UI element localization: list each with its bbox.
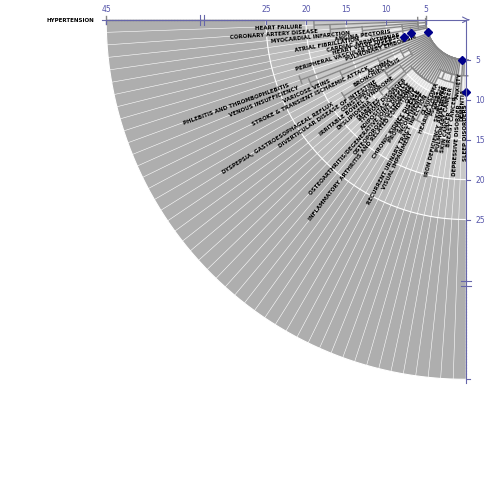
Text: 5: 5 [476,56,480,65]
Text: 10: 10 [476,96,485,105]
Text: VENOUS INSUFFICIENCY: VENOUS INSUFFICIENCY [229,85,300,118]
Text: SKIN CANCER: SKIN CANCER [440,110,452,152]
Text: CARDIAC ARRHYTHMIAS: CARDIAC ARRHYTHMIAS [326,32,400,53]
Text: HEART VALVE DISEASE: HEART VALVE DISEASE [332,35,400,56]
Text: OSTEOPOROSIS/OSTEOPENIA: OSTEOPOROSIS/OSTEOPENIA [352,83,414,155]
Text: VARICOSE VEINS: VARICOSE VEINS [283,78,332,104]
Polygon shape [346,21,466,140]
Text: GLAUCOMA: GLAUCOMA [422,82,440,116]
Text: 25: 25 [476,216,485,225]
Text: ADIPOSITAS/OBESITY: ADIPOSITAS/OBESITY [360,79,409,130]
Text: PSORIASIS: PSORIASIS [429,84,445,116]
Text: ATRIAL FIBRILLATION: ATRIAL FIBRILLATION [294,37,360,53]
Text: HEARING LOSS: HEARING LOSS [418,90,440,134]
Text: 10: 10 [381,5,390,14]
Polygon shape [306,21,466,180]
Text: DEMENTIA: DEMENTIA [460,88,466,120]
Text: BRONCHIECTASIS: BRONCHIECTASIS [352,57,401,87]
Text: PROSTATE DISEASE: PROSTATE DISEASE [388,90,424,144]
Text: 15: 15 [476,136,485,145]
Text: ANXIETY: ANXIETY [455,72,463,99]
Polygon shape [266,21,466,220]
Text: MYOCARDIAL INFARCTION: MYOCARDIAL INFARCTION [271,30,351,44]
Text: IRON DEFICIENCY ANAEMIA: IRON DEFICIENCY ANAEMIA [424,94,450,177]
Text: CORONARY ARTERY DISEASE: CORONARY ARTERY DISEASE [230,28,318,40]
Text: ECZEMA: ECZEMA [434,84,447,110]
Text: PHLEBITIS AND THROMBOPHLEBITIS: PHLEBITIS AND THROMBOPHLEBITIS [182,83,290,126]
Text: RECURRENT URINARY TRACT INFECTION: RECURRENT URINARY TRACT INFECTION [366,94,428,204]
Text: DIVERTICULAR DISEASE OF INTESTINE: DIVERTICULAR DISEASE OF INTESTINE [278,79,378,148]
Text: ASTHMA: ASTHMA [367,58,393,74]
Text: OSTEOARTHRITIS/DEGENERATIVE JOINT DISEASE: OSTEOARTHRITIS/DEGENERATIVE JOINT DISEAS… [308,81,412,195]
Text: 25: 25 [261,5,271,14]
Text: SKIN ULCER: SKIN ULCER [434,85,450,122]
Text: 5: 5 [424,5,428,14]
Text: 15: 15 [341,5,350,14]
Polygon shape [106,21,466,380]
Text: DYSPEPSIA, GASTROESOPHAGEAL REFLUX: DYSPEPSIA, GASTROESOPHAGEAL REFLUX [222,101,335,174]
Text: PERIPHERAL VASCULAR DISEASE: PERIPHERAL VASCULAR DISEASE [295,39,394,72]
Text: DIABETES: DIABETES [356,96,382,120]
Text: 20: 20 [476,176,485,185]
Text: DYSLIPIDEMIA: DYSLIPIDEMIA [336,98,372,130]
Text: PULMONARY CANCER: PULMONARY CANCER [436,86,454,152]
Text: DEPRESSIVE DISORDER: DEPRESSIVE DISORDER [452,104,462,176]
Text: ANGINA PECTORIS: ANGINA PECTORIS [334,29,391,42]
Text: BREAST CANCER: BREAST CANCER [446,96,458,146]
Text: VISUAL IMPAIRMENT: VISUAL IMPAIRMENT [382,131,414,190]
Text: THYROID DISORDER: THYROID DISORDER [360,77,407,123]
Text: IRRITABLE BOWEL SYNDROME: IRRITABLE BOWEL SYNDROME [318,75,395,136]
Text: STROKE & TRANSIENT ISCHAEMIC ATTACK: STROKE & TRANSIENT ISCHAEMIC ATTACK [251,66,370,127]
Text: CONSTIPATION: CONSTIPATION [340,82,380,113]
Text: CHRONIC KIDNEY DISEASE: CHRONIC KIDNEY DISEASE [372,89,421,159]
Polygon shape [386,21,466,100]
Text: SLEEP DISORDERS: SLEEP DISORDERS [463,105,468,161]
Text: 45: 45 [102,5,111,14]
Text: INFLAMMATORY ARTHRITIS AND RELATED CONDITIONS: INFLAMMATORY ARTHRITIS AND RELATED CONDI… [308,85,416,221]
Text: INCONTINENCE: INCONTINENCE [398,92,426,134]
Text: HEART FAILURE: HEART FAILURE [254,24,302,31]
Text: 20: 20 [301,5,310,14]
Text: GOUT: GOUT [404,87,418,104]
Text: HYPERTENSION: HYPERTENSION [46,18,94,23]
Text: PULMONARY EMBOLISM: PULMONARY EMBOLISM [345,35,417,62]
